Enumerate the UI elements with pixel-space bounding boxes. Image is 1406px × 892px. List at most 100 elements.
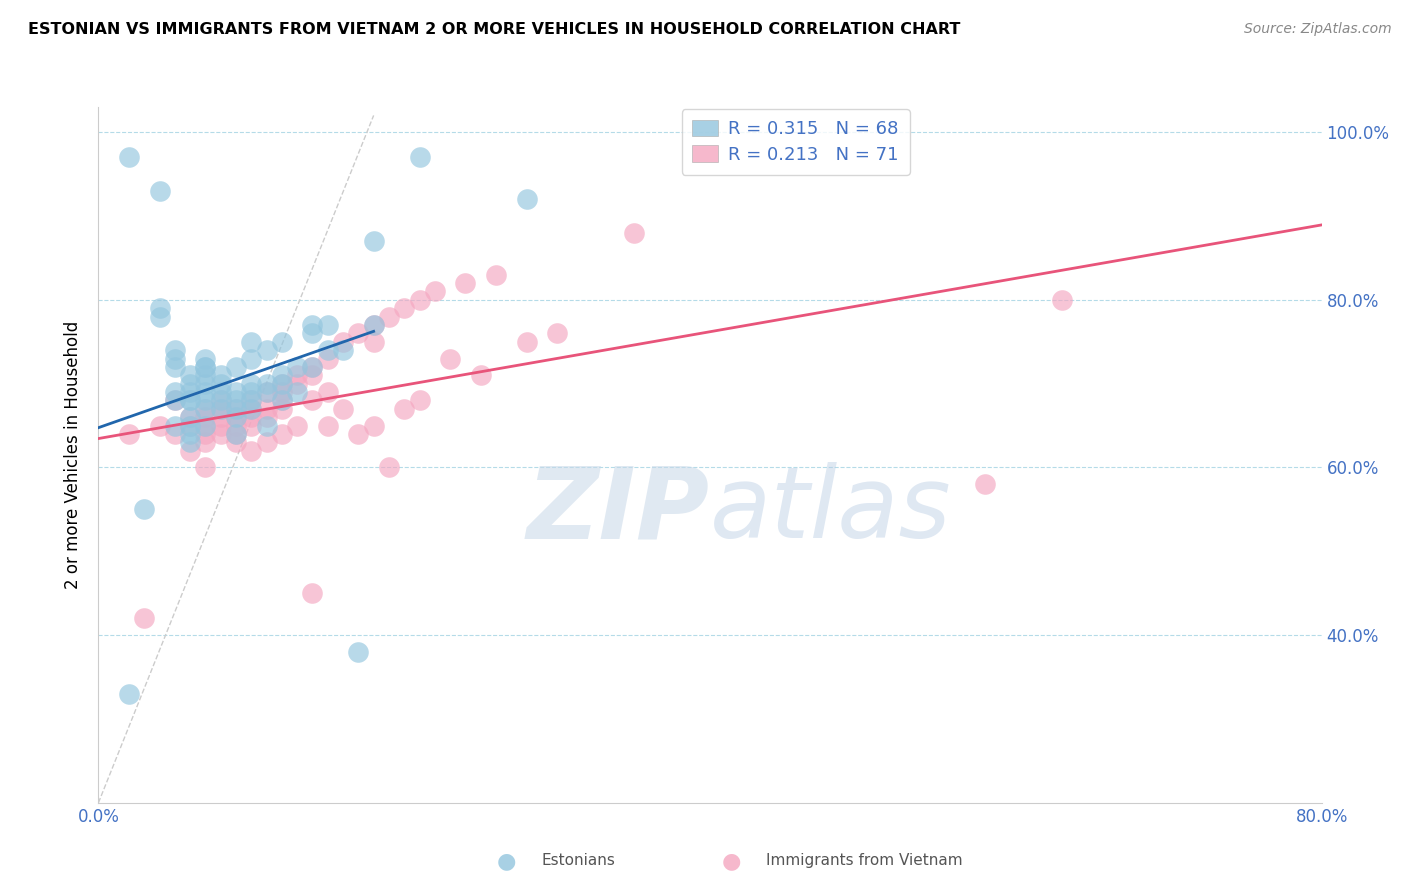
Point (179, 393, 201, 408)
Point (256, 435, 278, 450)
Point (209, 385, 232, 400)
Text: atlas: atlas (710, 462, 952, 559)
Point (363, 318, 385, 332)
Point (179, 410, 201, 425)
Point (209, 401, 232, 416)
Point (225, 410, 247, 425)
Point (423, 285, 446, 299)
Point (256, 418, 278, 433)
Point (363, 318, 385, 332)
Point (301, 368, 323, 383)
Point (408, 293, 430, 307)
Point (270, 393, 292, 408)
Point (240, 393, 263, 408)
Point (194, 427, 217, 442)
Point (179, 368, 201, 383)
Point (301, 359, 323, 374)
Point (347, 645, 370, 659)
Point (332, 343, 354, 358)
Point (194, 393, 217, 408)
Point (363, 234, 385, 248)
Point (485, 268, 508, 282)
Point (454, 276, 477, 290)
Point (256, 401, 278, 416)
Point (378, 460, 401, 475)
Point (118, 687, 141, 701)
Point (516, 192, 538, 206)
Point (194, 385, 217, 400)
Text: Immigrants from Vietnam: Immigrants from Vietnam (766, 854, 963, 868)
Text: ●: ● (721, 851, 741, 871)
Point (163, 351, 186, 366)
Point (179, 443, 201, 458)
Point (270, 368, 292, 383)
Point (270, 427, 292, 442)
Point (256, 385, 278, 400)
Point (194, 351, 217, 366)
Point (378, 310, 401, 324)
Point (332, 401, 354, 416)
Point (163, 393, 186, 408)
Point (256, 385, 278, 400)
Point (240, 410, 263, 425)
Point (179, 393, 201, 408)
Point (301, 326, 323, 341)
Point (516, 334, 538, 349)
Text: Source: ZipAtlas.com: Source: ZipAtlas.com (1244, 22, 1392, 37)
Point (225, 359, 247, 374)
Point (347, 427, 370, 442)
Point (209, 401, 232, 416)
Point (194, 401, 217, 416)
Point (240, 401, 263, 416)
Point (225, 385, 247, 400)
Point (163, 427, 186, 442)
Point (225, 410, 247, 425)
Point (392, 301, 416, 316)
Point (209, 376, 232, 391)
Point (316, 351, 339, 366)
Point (392, 401, 416, 416)
Point (240, 351, 263, 366)
Point (240, 443, 263, 458)
Text: Estonians: Estonians (541, 854, 616, 868)
Point (470, 368, 492, 383)
Point (270, 334, 292, 349)
Point (408, 393, 430, 408)
Point (149, 184, 172, 198)
Point (347, 326, 370, 341)
Point (225, 401, 247, 416)
Legend: R = 0.315   N = 68, R = 0.213   N = 71: R = 0.315 N = 68, R = 0.213 N = 71 (682, 109, 910, 175)
Point (225, 427, 247, 442)
Point (316, 385, 339, 400)
Point (316, 318, 339, 332)
Point (179, 385, 201, 400)
Point (149, 418, 172, 433)
Point (270, 385, 292, 400)
Point (225, 401, 247, 416)
Point (225, 393, 247, 408)
Point (285, 368, 308, 383)
Point (439, 351, 461, 366)
Point (285, 385, 308, 400)
Point (179, 418, 201, 433)
Point (118, 150, 141, 164)
Point (179, 418, 201, 433)
Point (194, 410, 217, 425)
Point (179, 410, 201, 425)
Point (225, 435, 247, 450)
Point (256, 376, 278, 391)
Point (270, 401, 292, 416)
Text: ●: ● (496, 851, 516, 871)
Point (209, 368, 232, 383)
Point (163, 359, 186, 374)
Point (194, 368, 217, 383)
Point (209, 393, 232, 408)
Point (301, 318, 323, 332)
Point (285, 418, 308, 433)
Text: ESTONIAN VS IMMIGRANTS FROM VIETNAM 2 OR MORE VEHICLES IN HOUSEHOLD CORRELATION : ESTONIAN VS IMMIGRANTS FROM VIETNAM 2 OR… (28, 22, 960, 37)
Point (363, 334, 385, 349)
Point (149, 301, 172, 316)
Point (209, 393, 232, 408)
Point (194, 401, 217, 416)
Point (194, 359, 217, 374)
